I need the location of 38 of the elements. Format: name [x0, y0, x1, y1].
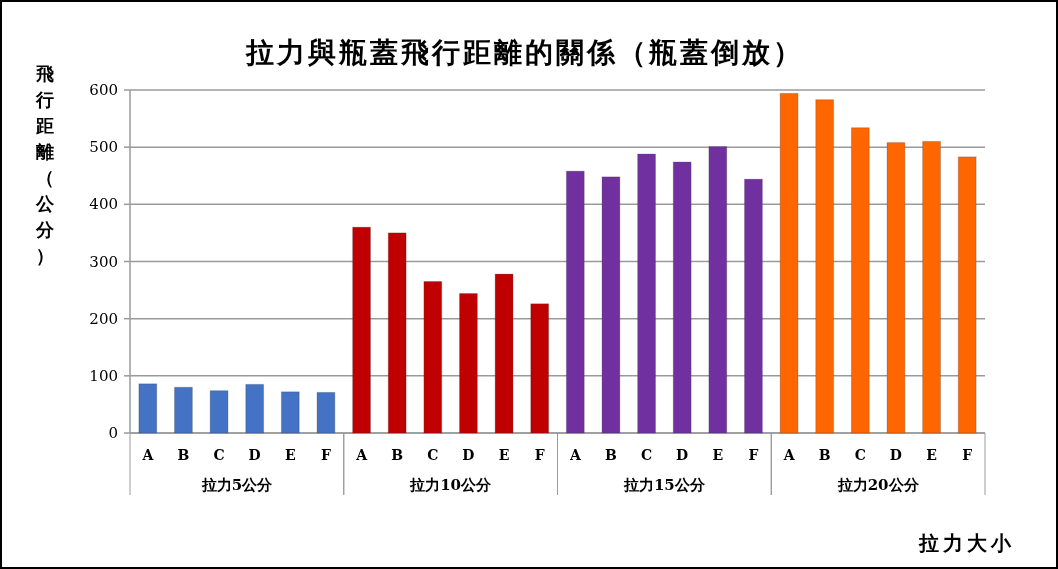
text: 拉力15公分: [622, 476, 706, 494]
x-tick-label: F: [534, 447, 545, 463]
text: 拉力20公分: [836, 476, 920, 494]
x-tick-label: D: [462, 447, 475, 463]
x-tick-label: A: [355, 447, 369, 463]
x-tick-label: D: [248, 447, 261, 463]
x-tick-label: B: [391, 447, 404, 463]
y-tick-label: 500: [89, 138, 118, 157]
y-tick-label: 300: [89, 252, 118, 271]
x-tick-label: E: [926, 447, 937, 463]
x-tick-label: E: [712, 447, 724, 463]
x-tick-label: A: [141, 447, 155, 463]
y-axis-title: 飛行距離（公分）: [35, 63, 55, 266]
text: 拉力10公分: [409, 476, 493, 494]
y-tick-label: 200: [89, 309, 118, 328]
x-tick-label: B: [177, 447, 190, 463]
x-tick-label: C: [640, 447, 653, 463]
x-tick-label: F: [748, 447, 759, 463]
x-tick-label: E: [284, 447, 296, 463]
y-tick-label: 600: [89, 81, 118, 99]
x-tick-label: E: [498, 447, 510, 463]
x-tick-label: D: [676, 447, 689, 463]
x-tick-label: A: [568, 447, 582, 463]
y-tick-label: 400: [89, 195, 118, 214]
x-tick-label: C: [427, 447, 439, 463]
x-tick-label: F: [962, 447, 973, 463]
x-axis-title: 拉力大小: [918, 531, 1015, 555]
text: 拉力5公分: [200, 476, 274, 494]
x-tick-label: D: [889, 447, 903, 463]
y-tick-label: 0: [108, 424, 118, 442]
x-tick-label: C: [213, 447, 225, 463]
x-tick-label: B: [605, 447, 618, 463]
chart-title: 拉力與瓶蓋飛行距離的關係（瓶蓋倒放）: [245, 36, 804, 69]
x-tick-label: C: [854, 447, 866, 463]
y-tick-label: 100: [89, 366, 118, 385]
x-tick-label: B: [818, 447, 831, 463]
x-tick-label: A: [782, 447, 796, 463]
x-tick-label: F: [320, 447, 331, 463]
